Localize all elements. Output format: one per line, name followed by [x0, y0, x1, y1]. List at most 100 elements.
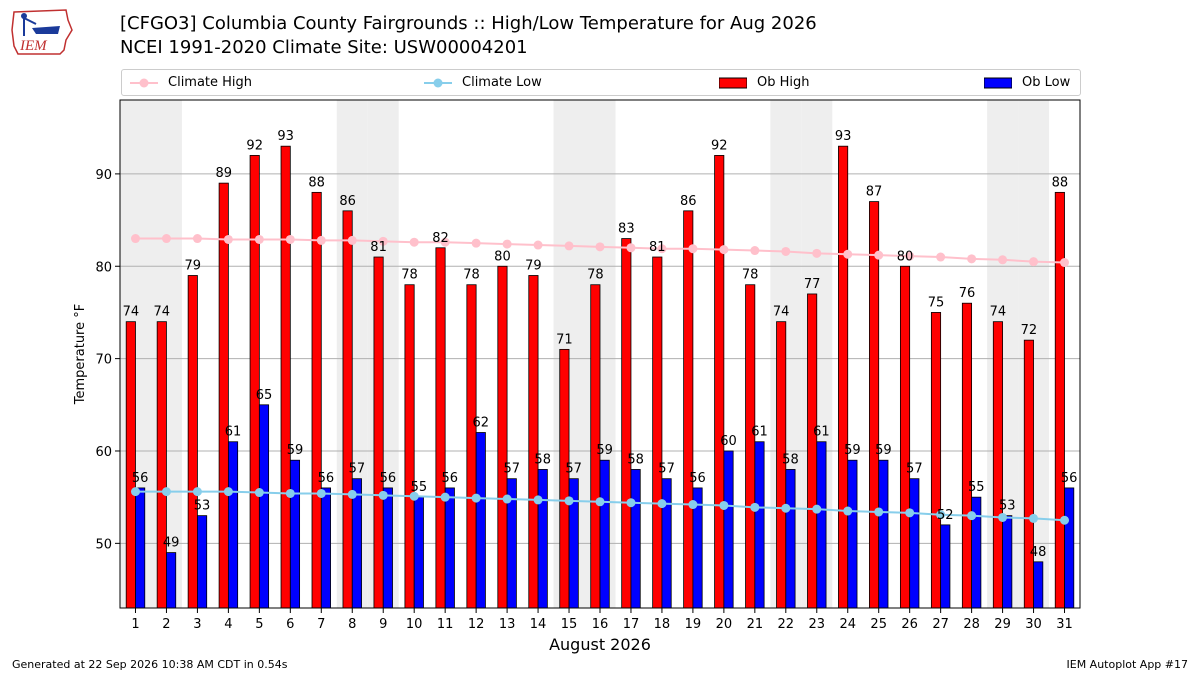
- ob-high-label: 82: [432, 231, 449, 246]
- ob-low-bar: [909, 478, 920, 609]
- x-tick-label: 15: [561, 617, 578, 632]
- x-tick-label: 30: [1025, 617, 1042, 632]
- climate-low-point: [843, 506, 853, 516]
- legend: Climate High Climate Low Ob High Ob Low: [121, 69, 1081, 96]
- ob-low-label: 58: [534, 452, 551, 467]
- climate-high-point: [967, 254, 977, 264]
- x-tick-label: 7: [317, 617, 325, 632]
- ob-high-bar: [961, 302, 973, 609]
- climate-low-point: [1060, 515, 1070, 525]
- ob-high-bar: [838, 145, 849, 609]
- climate-high-point: [626, 243, 636, 253]
- climate-low-point: [409, 491, 419, 501]
- ob-high-bar: [652, 256, 663, 609]
- climate-low-point: [750, 502, 760, 512]
- ob-high-label: 83: [618, 222, 635, 237]
- x-tick-label: 8: [348, 617, 356, 632]
- climate-low-point: [347, 489, 357, 499]
- ob-high-bar: [559, 348, 570, 609]
- ob-low-bar: [630, 469, 641, 609]
- title-line-2: NCEI 1991-2020 Climate Site: USW00004201: [120, 37, 528, 58]
- x-tick-label: 21: [747, 617, 764, 632]
- climate-low-point: [626, 498, 636, 508]
- x-tick-label: 28: [963, 617, 980, 632]
- ob-low-label: 59: [875, 443, 892, 458]
- climate-low-point: [564, 496, 574, 506]
- ob-high-label: 74: [990, 305, 1007, 320]
- ob-high-label: 80: [494, 249, 511, 264]
- climate-high-point: [533, 240, 543, 250]
- x-tick-label: 2: [162, 617, 170, 632]
- ob-high-label: 86: [680, 194, 697, 209]
- ob-high-label: 87: [866, 185, 883, 200]
- ob-low-bar: [197, 515, 208, 609]
- ob-low-label: 53: [194, 499, 211, 514]
- climate-low-point: [533, 495, 543, 505]
- ob-high-bar: [683, 210, 694, 609]
- ob-low-bar: [135, 487, 146, 609]
- climate-high-point: [347, 235, 357, 245]
- climate-high-point: [130, 234, 140, 244]
- climate-high-point: [905, 251, 915, 261]
- climate-high-point: [657, 244, 667, 254]
- climate-high-point: [688, 244, 698, 254]
- ob-low-label: 57: [349, 462, 366, 477]
- ob-high-bar: [187, 275, 198, 609]
- ob-high-bar: [869, 201, 880, 609]
- ob-low-label: 60: [720, 434, 737, 449]
- y-tick-label: 50: [95, 537, 112, 552]
- ob-low-label: 56: [442, 471, 459, 486]
- x-tick-label: 19: [685, 617, 702, 632]
- ob-high-label: 75: [928, 295, 945, 310]
- ob-high-label: 74: [154, 305, 171, 320]
- x-tick-label: 1: [131, 617, 139, 632]
- ob-low-label: 57: [503, 462, 520, 477]
- climate-low-point: [874, 507, 884, 517]
- chart-title: [CFGO3] Columbia County Fairgrounds :: H…: [120, 12, 817, 60]
- x-tick-label: 29: [994, 617, 1011, 632]
- ob-low-label: 55: [411, 480, 428, 495]
- climate-low-point: [502, 494, 512, 504]
- y-tick-label: 60: [95, 445, 112, 460]
- ob-high-label: 78: [401, 268, 418, 283]
- ob-low-label: 56: [1061, 471, 1078, 486]
- climate-high-point: [502, 239, 512, 249]
- x-tick-label: 24: [839, 617, 856, 632]
- climate-high-point: [161, 234, 171, 244]
- x-tick-label: 26: [901, 617, 918, 632]
- climate-high-point: [1060, 258, 1070, 268]
- title-line-1: [CFGO3] Columbia County Fairgrounds :: H…: [120, 13, 817, 34]
- climate-high-point: [843, 249, 853, 259]
- x-tick-label: 10: [406, 617, 423, 632]
- climate-low-point: [905, 508, 915, 518]
- ob-low-label: 56: [689, 471, 706, 486]
- ob-high-bar: [807, 293, 818, 609]
- ob-low-label: 57: [906, 462, 923, 477]
- ob-low-label: 48: [1030, 545, 1047, 560]
- ob-high-bar: [125, 321, 136, 609]
- legend-ob-high: Ob High: [719, 70, 810, 95]
- ob-low-bar: [382, 487, 393, 609]
- climate-high-point: [998, 255, 1008, 265]
- ob-high-label: 88: [1052, 175, 1069, 190]
- ob-high-label: 81: [649, 240, 666, 255]
- y-tick-label: 80: [95, 260, 112, 275]
- legend-label: Ob Low: [1022, 75, 1071, 90]
- iem-logo: IEM: [8, 6, 74, 62]
- ob-high-bar: [311, 191, 322, 609]
- climate-low-point: [1029, 513, 1039, 523]
- climate-low-point: [657, 499, 667, 509]
- legend-ob-low: Ob Low: [984, 70, 1070, 95]
- x-tick-label: 31: [1056, 617, 1073, 632]
- legend-label: Ob High: [757, 75, 810, 90]
- climate-high-point: [285, 234, 295, 244]
- ob-low-bar: [289, 459, 301, 609]
- legend-label: Climate Low: [462, 75, 542, 90]
- x-tick-label: 14: [530, 617, 547, 632]
- ob-low-bar: [940, 524, 951, 609]
- ob-low-label: 49: [163, 536, 180, 551]
- ob-high-bar: [249, 155, 260, 609]
- ob-high-bar: [466, 284, 477, 609]
- ob-high-label: 74: [773, 305, 790, 320]
